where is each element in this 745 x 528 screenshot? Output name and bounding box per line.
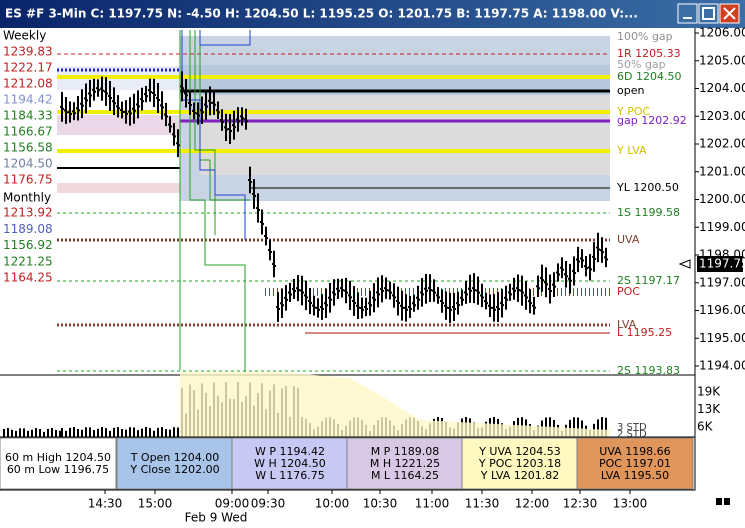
info-line: Y POC 1203.18 (478, 457, 561, 470)
info-line: 60 m High 1204.50 (5, 451, 111, 464)
std-label: 2 STD (617, 429, 647, 440)
price-tick-label: 1196.00 (699, 303, 745, 317)
time-tick-label: 14:30 (88, 497, 123, 511)
section-title: Weekly (3, 29, 46, 43)
level-label: YL 1200.50 (616, 181, 679, 194)
price-tick-label: 1206.00 (699, 26, 745, 40)
chart-pane (0, 28, 696, 491)
time-tick-label: 12:00 (515, 497, 550, 511)
level-label: 6D 1204.50 (617, 70, 681, 83)
price-tick-label: 1199.00 (699, 220, 745, 234)
info-line: 60 m Low 1196.75 (7, 463, 109, 476)
info-line: M H 1221.25 (370, 457, 440, 470)
level-label: Y LVA (616, 144, 647, 157)
volume-tick-label: 13K (697, 402, 721, 416)
level-label: 1S 1199.58 (617, 206, 680, 219)
level-label: open (617, 84, 644, 97)
price-tick-label: 1197.00 (699, 275, 745, 289)
level-label: 50% gap (617, 58, 666, 71)
price-tick-label: 1194.00 (699, 359, 745, 373)
current-price: 1197.75 (699, 257, 745, 271)
time-tick-label: 15:00 (138, 497, 173, 511)
level-label: Y POC (616, 105, 651, 118)
volume-tick-label: 19K (697, 385, 721, 399)
weekly-level: 1184.33 (3, 109, 53, 123)
time-tick-label: 11:30 (465, 497, 500, 511)
info-line: Y LVA 1201.82 (480, 469, 559, 482)
level-label: LVA (617, 318, 637, 331)
price-tick-label: 1202.00 (699, 137, 745, 151)
info-line: W P 1194.42 (255, 445, 325, 458)
monthly-level: 1164.25 (3, 271, 53, 285)
level-label: 2S 1197.17 (617, 274, 680, 287)
window-buttons[interactable] (677, 3, 740, 24)
info-line: POC 1197.01 (599, 457, 671, 470)
info-line: Y Close 1202.00 (129, 463, 219, 476)
volume-tick-label: 6K (697, 420, 714, 434)
price-tick-label: 1201.00 (699, 164, 745, 178)
weekly-level: 1194.42 (3, 93, 53, 107)
info-line: M L 1164.25 (371, 469, 439, 482)
weekly-level: 1166.67 (3, 125, 53, 139)
weekly-level: 1239.83 (3, 45, 53, 59)
icon (716, 498, 722, 505)
section-title: Monthly (3, 191, 51, 205)
window-title: ES #F 3-Min C: 1197.75 N: -4.50 H: 1204.… (5, 7, 638, 21)
time-tick-label: 13:00 (613, 497, 648, 511)
info-box (346, 437, 464, 490)
time-tick-label: 09:00 (215, 497, 250, 511)
price-tick-label: 1200.00 (699, 192, 745, 206)
time-tick-label: 10:00 (315, 497, 350, 511)
time-tick-label: 11:00 (415, 497, 450, 511)
info-line: T Open 1204.00 (130, 451, 220, 464)
time-tick-label: 09:30 (251, 497, 286, 511)
time-tick-label: 10:30 (363, 497, 398, 511)
price-tick-label: 1204.00 (699, 81, 745, 95)
price-tick-label: 1195.00 (699, 331, 745, 345)
info-line: Y UVA 1204.53 (478, 445, 561, 458)
weekly-level: 1212.08 (3, 77, 53, 91)
monthly-level: 1189.08 (3, 222, 53, 236)
weekly-level: 1204.50 (3, 157, 53, 171)
monthly-level: 1156.92 (3, 238, 53, 252)
info-line: W L 1176.75 (255, 469, 325, 482)
info-box (461, 437, 579, 490)
level-label: gap 1202.92 (617, 114, 687, 127)
info-line: M P 1189.08 (371, 445, 440, 458)
level-label: 100% gap (617, 30, 673, 43)
monthly-level: 1213.92 (3, 206, 53, 220)
level-label: UVA (617, 233, 640, 246)
weekly-level: 1222.17 (3, 61, 53, 75)
time-tick-label: 12:30 (563, 497, 598, 511)
price-pointer (678, 259, 691, 269)
level-label: 1R 1205.33 (617, 47, 681, 60)
level-label: L 1195.25 (617, 326, 672, 339)
current-price-box (697, 256, 743, 272)
info-box (576, 437, 694, 490)
info-line: UVA 1198.66 (599, 445, 670, 458)
info-box (231, 437, 349, 490)
weekly-level: 1176.75 (3, 173, 53, 187)
info-line: LVA 1195.50 (601, 469, 669, 482)
price-tick-label: 1203.00 (699, 109, 745, 123)
icon (724, 498, 730, 505)
info-line: W H 1204.50 (254, 457, 326, 470)
monthly-level: 1221.25 (3, 254, 53, 268)
title-bar (0, 0, 745, 28)
level-label: 2S 1193.83 (617, 364, 680, 377)
weekly-level: 1156.58 (3, 141, 53, 155)
date-label: Feb 9 Wed (185, 511, 248, 525)
info-box (0, 437, 117, 490)
std-label: 3 STD (617, 422, 647, 433)
price-tick-label: 1205.00 (699, 53, 745, 67)
level-label: POC (617, 285, 640, 298)
